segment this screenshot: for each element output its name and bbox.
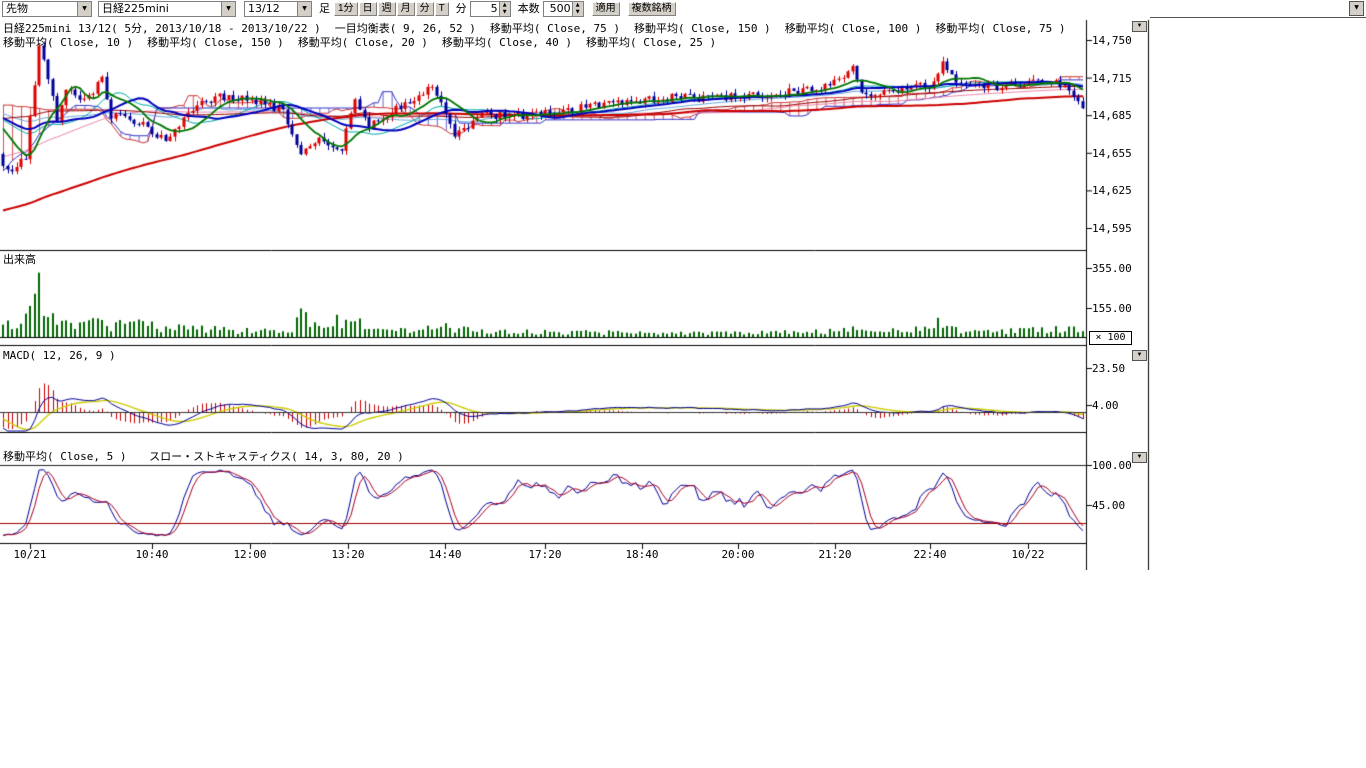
interval-spinner[interactable]: ▲ ▼ (470, 1, 511, 17)
volume-multiplier-badge: × 100 (1089, 331, 1132, 345)
stoch-pane-menu-button[interactable]: ▼ (1132, 452, 1147, 463)
symbol-combo[interactable]: 日経225mini ▼ (98, 1, 236, 17)
x-axis-label: 22:40 (902, 548, 958, 561)
interval-input[interactable] (471, 2, 499, 16)
volume-pane-label: 出来高 (3, 251, 36, 267)
x-axis-label: 14:40 (417, 548, 473, 561)
period-button-1分[interactable]: 1分 (334, 2, 358, 16)
toolbar: 先物 ▼ 日経225mini ▼ 13/12 ▼ 足 1分日週月分T 分 ▲ ▼… (0, 0, 1366, 18)
y-axis-label: 100.00 (1092, 459, 1132, 472)
bar-count-spinner[interactable]: ▲ ▼ (543, 1, 584, 17)
x-axis-label: 10:40 (124, 548, 180, 561)
price-pane-header-line2: 移動平均( Close, 10 ) 移動平均( Close, 150 ) 移動平均(… (3, 34, 730, 50)
spinner-arrows: ▲ ▼ (499, 2, 510, 16)
y-axis-label: 45.00 (1092, 499, 1125, 512)
x-axis-label: 17:20 (517, 548, 573, 561)
instrument-type-value: 先物 (3, 2, 77, 16)
stoch-pane-labels: 移動平均( Close, 5 ) スロー・ストキャスティクス( 14, 3, 8… (3, 448, 420, 464)
indicator-label: 移動平均( Close, 20 ) (298, 36, 428, 49)
slow-stochastics-label: スロー・ストキャスティクス( 14, 3, 80, 20 ) (149, 450, 404, 463)
x-axis-label: 10/22 (1000, 548, 1056, 561)
macd-pane-label: MACD( 12, 26, 9 ) (3, 349, 116, 362)
x-axis-label: 13:20 (320, 548, 376, 561)
spin-down-icon[interactable]: ▼ (499, 9, 510, 16)
x-axis-label: 18:40 (614, 548, 670, 561)
y-axis-label: 14,685 (1092, 109, 1132, 122)
y-axis-label: 14,750 (1092, 34, 1132, 47)
toolbar-menu-button[interactable]: ▼ (1349, 1, 1364, 16)
indicator-label: 移動平均( Close, 100 ) (785, 22, 922, 35)
chevron-down-icon[interactable]: ▼ (221, 2, 235, 16)
symbol-value: 日経225mini (99, 2, 221, 16)
x-axis-label: 12:00 (222, 548, 278, 561)
y-axis-label: 355.00 (1092, 262, 1132, 275)
period-button-group: 1分日週月分T (333, 2, 449, 16)
spin-up-icon[interactable]: ▲ (499, 2, 510, 9)
app-window: 先物 ▼ 日経225mini ▼ 13/12 ▼ 足 1分日週月分T 分 ▲ ▼… (0, 0, 1366, 768)
y-axis-label: 14,655 (1092, 147, 1132, 160)
spin-down-icon[interactable]: ▼ (572, 9, 583, 16)
x-axis-label: 21:20 (807, 548, 863, 561)
x-axis-label: 10/21 (2, 548, 58, 561)
period-button-日[interactable]: 日 (359, 2, 377, 16)
stoch-ma-label: 移動平均( Close, 5 ) (3, 450, 126, 463)
y-axis-label: 155.00 (1092, 302, 1132, 315)
instrument-type-combo[interactable]: 先物 ▼ (2, 1, 92, 17)
apply-button[interactable]: 適用 (592, 2, 620, 16)
multi-symbol-button[interactable]: 複数銘柄 (628, 2, 676, 16)
period-button-週[interactable]: 週 (378, 2, 396, 16)
period-button-T[interactable]: T (435, 2, 449, 16)
indicator-label: 移動平均( Close, 40 ) (442, 36, 572, 49)
indicator-label: 移動平均( Close, 10 ) (3, 36, 133, 49)
y-axis-label: 23.50 (1092, 362, 1125, 375)
indicator-label: 移動平均( Close, 25 ) (586, 36, 716, 49)
contract-month-value: 13/12 (245, 2, 297, 16)
period-button-分[interactable]: 分 (416, 2, 434, 16)
y-axis-label: 14,715 (1092, 72, 1132, 85)
bar-type-label: 足 (319, 2, 330, 15)
y-axis-label: 14,625 (1092, 184, 1132, 197)
price-pane-menu-button[interactable]: ▼ (1132, 21, 1147, 32)
bar-count-label: 本数 (518, 2, 540, 15)
spin-up-icon[interactable]: ▲ (572, 2, 583, 9)
chart-canvas[interactable] (0, 17, 1150, 570)
bar-count-input[interactable] (544, 2, 572, 16)
x-axis-label: 20:00 (710, 548, 766, 561)
period-button-月[interactable]: 月 (397, 2, 415, 16)
chevron-down-icon[interactable]: ▼ (77, 2, 91, 16)
y-axis-label: 4.00 (1092, 399, 1119, 412)
chevron-down-icon[interactable]: ▼ (297, 2, 311, 16)
minute-label: 分 (456, 2, 467, 15)
y-axis-label: 14,595 (1092, 222, 1132, 235)
spinner-arrows: ▲ ▼ (572, 2, 583, 16)
indicator-label: 移動平均( Close, 75 ) (935, 22, 1065, 35)
macd-pane-menu-button[interactable]: ▼ (1132, 350, 1147, 361)
indicator-label: 移動平均( Close, 150 ) (147, 36, 284, 49)
contract-month-combo[interactable]: 13/12 ▼ (244, 1, 312, 17)
